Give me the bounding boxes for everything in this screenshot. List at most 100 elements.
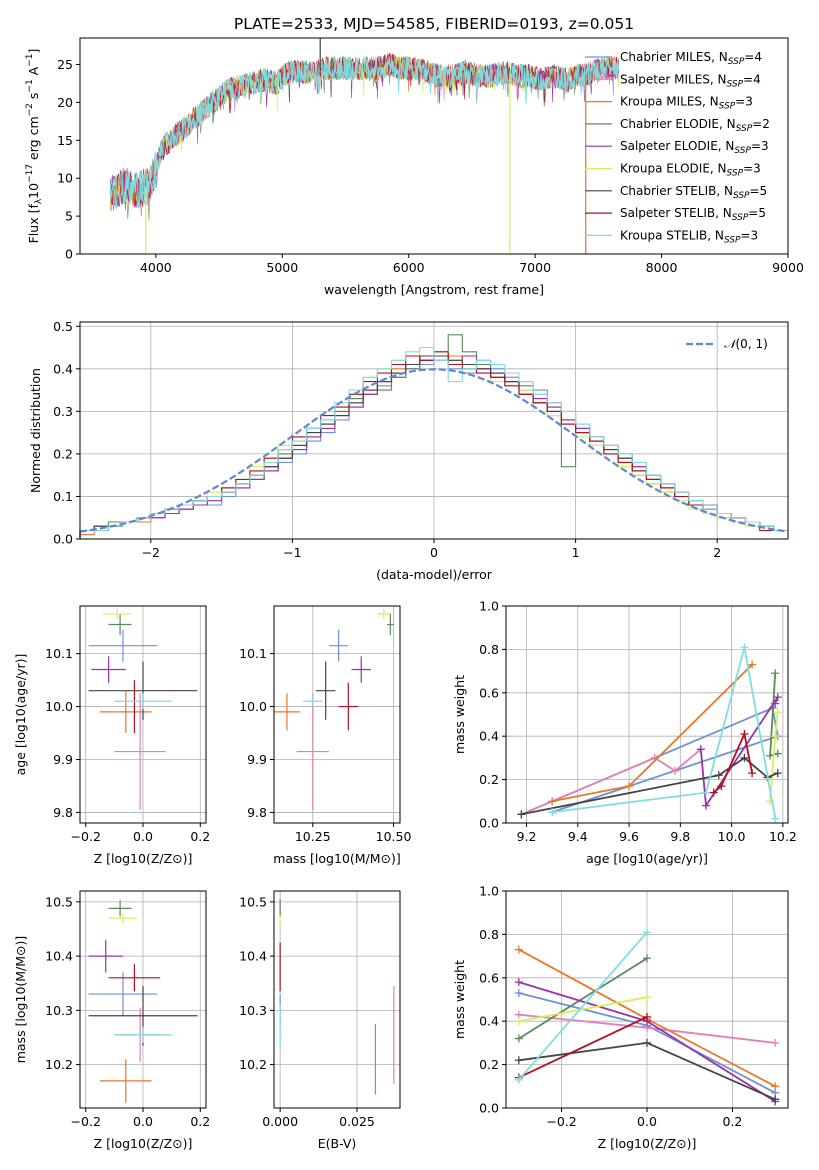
- x-tick-label: −0.2: [71, 1114, 101, 1129]
- y-axis-label: Normed distribution: [28, 368, 43, 493]
- legend-label: Chabrier MILES, NSSP=4: [620, 50, 762, 67]
- data-marker: [748, 660, 757, 669]
- x-tick-label: −0.2: [71, 829, 101, 844]
- legend-label: Kroupa ELODIE, NSSP=3: [620, 162, 761, 179]
- data-marker: [748, 769, 757, 778]
- x-tick-label: 0.2: [190, 1114, 210, 1129]
- x-tick-label: −0.2: [546, 1114, 576, 1129]
- residual-histogram-panel: −2 −1 0 1 2 0.0 0.1 0.2 0.3 0.4 0.5 (data-model)/er…: [28, 319, 789, 582]
- y-tick-label: 25: [57, 57, 73, 72]
- x-tick-label: 10.50: [376, 829, 412, 844]
- x-tick-label: 0.000: [262, 1114, 298, 1129]
- data-marker: [771, 814, 780, 823]
- x-tick-label: −1: [283, 545, 301, 560]
- weight-line: [699, 696, 779, 809]
- y-tick-label: 9.8: [53, 805, 73, 820]
- data-marker: [717, 782, 726, 791]
- x-tick-label: −2: [142, 545, 160, 560]
- data-marker: [643, 1012, 651, 1021]
- x-axis-label: mass [log10(M/M⊙)]: [273, 851, 401, 866]
- data-marker: [771, 1095, 780, 1104]
- y-tick-label: 10.3: [239, 1003, 267, 1018]
- x-tick-label: 0.2: [723, 1114, 743, 1129]
- axes-frame: [505, 605, 789, 824]
- y-axis-label: mass weight: [452, 675, 467, 754]
- y-tick-label: 20: [57, 95, 73, 110]
- y-tick-label: 10.0: [45, 699, 73, 714]
- axes-frame: [505, 890, 789, 1109]
- x-tick-label: 10.2: [769, 829, 797, 844]
- spectrum-line: [110, 53, 619, 208]
- x-tick-label: 0.0: [133, 829, 153, 844]
- data-marker: [514, 988, 523, 997]
- data-marker: [701, 801, 710, 810]
- y-tick-label: 0.3: [53, 404, 73, 419]
- x-tick-label: 10.0: [718, 829, 746, 844]
- data-marker: [771, 699, 780, 708]
- weight-line: [521, 748, 702, 816]
- y-tick-label: 9.8: [247, 805, 267, 820]
- data-marker: [771, 1038, 780, 1047]
- data-marker: [643, 1038, 651, 1047]
- data-marker: [740, 753, 749, 762]
- y-tick-label: 10.3: [45, 1003, 73, 1018]
- y-tick-label: 0.8: [479, 927, 499, 942]
- y-tick-label: 0.4: [53, 361, 73, 376]
- y-tick-label: 5: [65, 209, 73, 224]
- y-tick-label: 10.2: [45, 1057, 73, 1072]
- x-tick-label: 5000: [266, 260, 298, 275]
- legend-label: Chabrier ELODIE, NSSP=2: [620, 117, 770, 134]
- data-marker: [514, 1056, 523, 1065]
- mass-age-panel: 10.25 10.50 9.8 9.9 10.0 10.1 mass [log10(M/M⊙…: [239, 605, 412, 866]
- data-marker: [514, 1075, 523, 1084]
- data-marker: [740, 643, 749, 652]
- y-tick-label: 9.9: [53, 752, 73, 767]
- data-marker: [514, 978, 523, 987]
- y-tick-label: 0.0: [53, 532, 73, 547]
- y-tick-label: 0.4: [479, 1014, 499, 1029]
- legend-label: Kroupa MILES, NSSP=3: [620, 95, 753, 112]
- y-tick-label: 15: [57, 133, 73, 148]
- y-tick-label: 0.0: [479, 816, 499, 831]
- x-tick-label: 0.2: [190, 829, 210, 844]
- x-axis-label: Z [log10(Z/Z⊙)]: [598, 1136, 697, 1151]
- y-tick-label: 0.2: [479, 772, 499, 787]
- y-tick-label: 10.5: [239, 894, 267, 909]
- data-marker: [740, 730, 749, 739]
- y-tick-label: 0.6: [479, 970, 499, 985]
- x-axis-label: age [log10(age/yr)]: [586, 851, 708, 866]
- y-tick-label: 0.2: [479, 1057, 499, 1072]
- y-tick-label: 10: [57, 171, 73, 186]
- y-tick-label: 10.2: [239, 1057, 267, 1072]
- data-marker: [671, 766, 680, 775]
- weight-line: [518, 1016, 648, 1079]
- y-tick-label: 0.8: [479, 642, 499, 657]
- axes-frame: [79, 605, 207, 824]
- spectrum-line: [109, 56, 620, 210]
- x-tick-label: 9.8: [670, 829, 690, 844]
- x-tick-label: 0: [430, 545, 438, 560]
- extinction-mass-panel: 0.000 0.025 10.2 10.3 10.4 10.5 E(B-V): [239, 890, 401, 1151]
- y-tick-label: 1.0: [479, 599, 499, 614]
- y-axis-label: mass [log10(M/M⊙)]: [13, 936, 28, 1064]
- data-marker: [766, 751, 775, 760]
- data-marker: [714, 771, 723, 780]
- y-tick-label: 10.5: [45, 894, 73, 909]
- histogram-step: [79, 346, 788, 539]
- data-marker: [514, 1017, 523, 1026]
- x-axis-label: (data-model)/error: [376, 567, 493, 582]
- x-tick-label: 10.25: [295, 829, 331, 844]
- y-tick-label: 10.4: [239, 949, 267, 964]
- x-tick-label: 9.2: [517, 829, 537, 844]
- legend-label: Salpeter ELODIE, NSSP=3: [620, 139, 769, 156]
- y-tick-label: 0.4: [479, 729, 499, 744]
- axes-frame: [79, 321, 789, 540]
- axes-frame: [79, 890, 207, 1109]
- y-tick-label: 10.1: [239, 646, 267, 661]
- metallicity-weight-panel: −0.2 0.0 0.2 0.0 0.2 0.4 0.6 0.8 1.0 Z [log10(Z/Z…: [452, 884, 789, 1151]
- x-tick-label: 9000: [772, 260, 804, 275]
- chart-title: PLATE=2533, MJD=54585, FIBERID=0193, z=0…: [234, 15, 634, 33]
- x-tick-label: 7000: [519, 260, 551, 275]
- data-marker: [643, 928, 651, 937]
